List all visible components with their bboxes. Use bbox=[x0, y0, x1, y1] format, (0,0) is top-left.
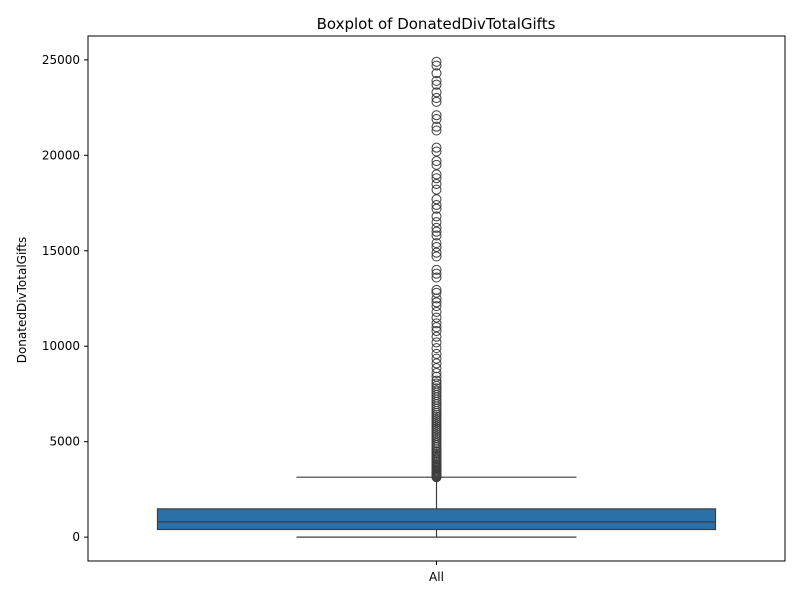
outlier-point bbox=[431, 169, 442, 180]
outlier-point bbox=[431, 375, 442, 386]
outlier-point bbox=[431, 383, 442, 394]
y-tick-label: 5000 bbox=[49, 435, 80, 449]
outlier-point bbox=[431, 87, 442, 98]
outlier-point bbox=[431, 337, 442, 348]
outlier-point bbox=[431, 226, 442, 237]
outlier-point bbox=[431, 251, 442, 262]
outlier-point bbox=[431, 264, 442, 275]
outlier-point bbox=[431, 312, 442, 323]
outlier-point bbox=[431, 159, 442, 170]
y-tick-label: 15000 bbox=[42, 244, 80, 258]
outlier-point bbox=[431, 358, 442, 369]
outlier-point bbox=[431, 301, 442, 312]
outlier-point bbox=[431, 284, 442, 295]
outlier-point bbox=[431, 173, 442, 184]
outlier-point bbox=[431, 125, 442, 136]
y-tick-label: 10000 bbox=[42, 339, 80, 353]
outlier-point bbox=[431, 385, 442, 396]
outlier-point bbox=[431, 114, 442, 125]
outlier-point bbox=[431, 318, 442, 329]
outlier-point bbox=[431, 146, 442, 157]
outlier-point bbox=[431, 287, 442, 298]
outlier-point bbox=[431, 331, 442, 342]
outlier-point bbox=[431, 297, 442, 308]
outlier-point bbox=[431, 184, 442, 195]
outlier-point bbox=[431, 68, 442, 79]
outlier-point bbox=[431, 378, 442, 389]
outlier-point bbox=[431, 79, 442, 90]
outlier-point bbox=[431, 343, 442, 354]
outlier-point bbox=[431, 322, 442, 333]
outlier-point bbox=[431, 194, 442, 205]
chart-title: Boxplot of DonatedDivTotalGifts bbox=[317, 15, 556, 33]
outlier-point bbox=[431, 268, 442, 279]
plot-frame bbox=[87, 35, 786, 562]
outlier-point bbox=[431, 156, 442, 167]
y-tick-label: 0 bbox=[72, 530, 80, 544]
outlier-point bbox=[431, 56, 442, 67]
plot-area: 0 5000 10000 15000 20000 25000 All bbox=[42, 53, 717, 584]
outlier-point bbox=[431, 348, 442, 359]
outlier-point bbox=[431, 363, 442, 374]
outlier-point bbox=[431, 306, 442, 317]
outlier-point bbox=[431, 241, 442, 252]
y-axis-label: DonatedDivTotalGifts bbox=[15, 237, 29, 364]
outlier-point bbox=[431, 121, 442, 132]
outlier-point bbox=[431, 325, 442, 336]
outlier-point bbox=[431, 247, 442, 258]
outlier-point bbox=[431, 93, 442, 104]
outlier-point bbox=[431, 178, 442, 189]
iqr-box bbox=[156, 508, 717, 531]
outlier-point bbox=[431, 272, 442, 283]
outlier-point bbox=[431, 142, 442, 153]
outlier-point bbox=[431, 353, 442, 364]
outlier-point bbox=[431, 238, 442, 249]
y-tick-label: 20000 bbox=[42, 148, 80, 162]
x-tick-label: All bbox=[429, 570, 444, 584]
y-tick-label: 25000 bbox=[42, 53, 80, 67]
outlier-point bbox=[431, 60, 442, 71]
outlier-point bbox=[431, 96, 442, 107]
outlier-point bbox=[431, 75, 442, 86]
outlier-point bbox=[431, 203, 442, 214]
outlier-point bbox=[431, 222, 442, 233]
outlier-point bbox=[431, 211, 442, 222]
outlier-point bbox=[431, 230, 442, 241]
outlier-point bbox=[431, 217, 442, 228]
outlier-point bbox=[431, 367, 442, 378]
outlier-point bbox=[431, 110, 442, 121]
outlier-point bbox=[431, 199, 442, 210]
